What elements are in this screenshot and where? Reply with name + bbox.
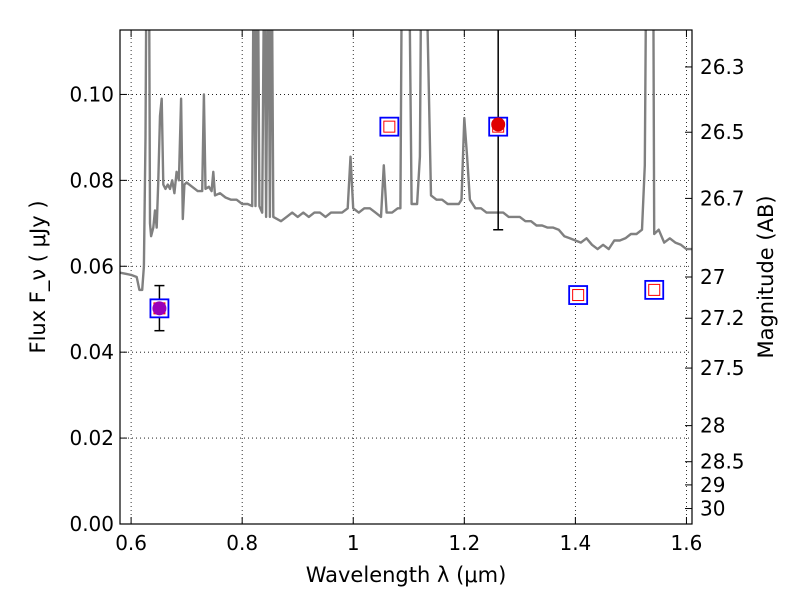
y-axis-title: Flux F_ν ( μJy ) (26, 200, 51, 353)
y-right-tick-label: 29 (700, 473, 725, 497)
y-tick-label: 0.08 (69, 168, 114, 192)
y-tick-label: 0.10 (69, 82, 114, 106)
y-axis-right-title: Magnitude (AB) (754, 195, 778, 358)
model-spectrum-line (120, 30, 692, 292)
y-right-tick-label: 28 (700, 414, 725, 438)
data-markers (149, 30, 665, 332)
y-right-tick-label: 27.5 (700, 356, 745, 380)
observed-point (152, 301, 167, 316)
plot-frame (119, 29, 693, 525)
y-right-tick-label: 26.3 (700, 55, 745, 79)
y-tick-label: 0.06 (69, 254, 114, 278)
model-point-marker (572, 289, 585, 302)
grid-lines (120, 30, 692, 525)
x-tick-label: 1.2 (448, 531, 480, 555)
x-tick-label: 0.8 (226, 531, 258, 555)
x-axis-title: Wavelength λ (μm) (306, 563, 507, 587)
y-tick-label: 0.00 (69, 512, 114, 536)
x-tick-label: 0.6 (115, 531, 147, 555)
y-tick-label: 0.02 (69, 426, 114, 450)
y-right-tick-label: 26.7 (700, 186, 745, 210)
y-right-tick-label: 27.2 (700, 306, 745, 330)
x-tick-label: 1 (347, 531, 360, 555)
model-spectrum (120, 30, 692, 292)
y-right-tick-label: 26.5 (700, 120, 745, 144)
x-tick-label: 1.4 (559, 531, 591, 555)
y-axis-left: 0.00 0.02 0.04 0.06 0.08 0.10 (69, 82, 127, 536)
y-tick-label: 0.04 (69, 340, 114, 364)
model-point-marker (648, 283, 661, 296)
observed-point (491, 117, 506, 132)
model-point-marker (383, 120, 396, 133)
y-right-tick-label: 28.5 (700, 450, 745, 474)
x-axis: 0.6 0.8 1 1.2 1.4 1.6 (115, 30, 702, 555)
y-right-tick-label: 27 (700, 265, 725, 289)
y-right-tick-label: 30 (700, 497, 725, 521)
x-tick-label: 1.6 (671, 531, 703, 555)
